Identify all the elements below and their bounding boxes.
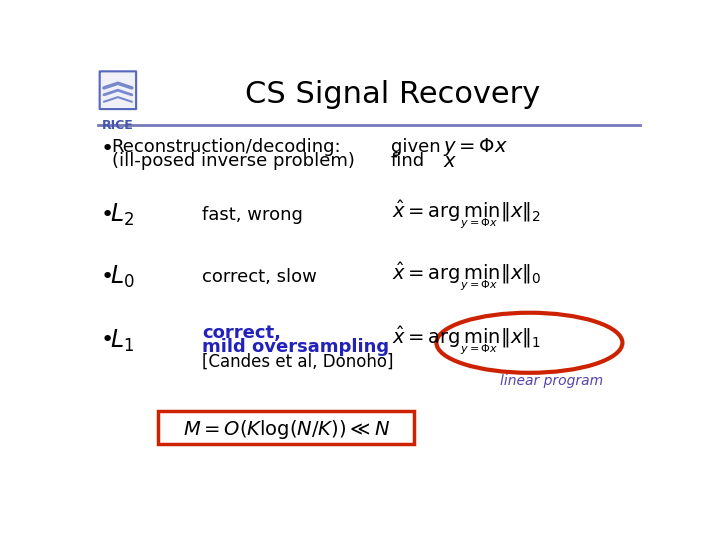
Text: correct, slow: correct, slow	[202, 267, 318, 286]
FancyBboxPatch shape	[158, 410, 414, 444]
Text: find: find	[391, 152, 425, 170]
Text: $\hat{x} = \mathrm{arg}\,\min \|x\|_1$: $\hat{x} = \mathrm{arg}\,\min \|x\|_1$	[392, 323, 541, 349]
Text: $\mathbf{\mathit{L}}_1$: $\mathbf{\mathit{L}}_1$	[110, 327, 135, 354]
Text: RICE: RICE	[102, 119, 134, 132]
Text: given: given	[391, 138, 441, 156]
Text: $\mathbf{\mathit{L}}_2$: $\mathbf{\mathit{L}}_2$	[110, 202, 135, 228]
Text: linear program: linear program	[500, 374, 603, 388]
Text: [Candes et al, Donoho]: [Candes et al, Donoho]	[202, 353, 394, 371]
Text: CS Signal Recovery: CS Signal Recovery	[245, 79, 540, 109]
Text: (ill-posed inverse problem): (ill-posed inverse problem)	[112, 152, 354, 170]
Text: •: •	[101, 205, 114, 225]
Text: •: •	[101, 139, 114, 159]
Text: •: •	[101, 267, 114, 287]
Text: $y{=}\Phi x$: $y{=}\Phi x$	[461, 278, 498, 292]
Text: fast, wrong: fast, wrong	[202, 206, 303, 224]
Text: $\mathbf{\mathit{L}}_0$: $\mathbf{\mathit{L}}_0$	[110, 264, 135, 289]
Text: •: •	[101, 330, 114, 350]
Text: $y{=}\Phi x$: $y{=}\Phi x$	[461, 342, 498, 356]
Text: Reconstruction/decoding:: Reconstruction/decoding:	[112, 138, 341, 156]
Text: mild oversampling: mild oversampling	[202, 339, 390, 356]
Text: $M = O(K\log(N/K)) \ll N$: $M = O(K\log(N/K)) \ll N$	[183, 417, 390, 441]
FancyBboxPatch shape	[99, 71, 136, 109]
Text: $\hat{x} = \mathrm{arg}\,\min \|x\|_2$: $\hat{x} = \mathrm{arg}\,\min \|x\|_2$	[392, 198, 541, 224]
Text: $y = \Phi x$: $y = \Phi x$	[443, 136, 508, 158]
Text: $y{=}\Phi x$: $y{=}\Phi x$	[461, 217, 498, 231]
Text: correct,: correct,	[202, 324, 282, 342]
FancyBboxPatch shape	[99, 70, 138, 110]
Text: $\hat{x} = \mathrm{arg}\,\min \|x\|_0$: $\hat{x} = \mathrm{arg}\,\min \|x\|_0$	[392, 260, 541, 286]
Text: $x$: $x$	[443, 152, 456, 171]
